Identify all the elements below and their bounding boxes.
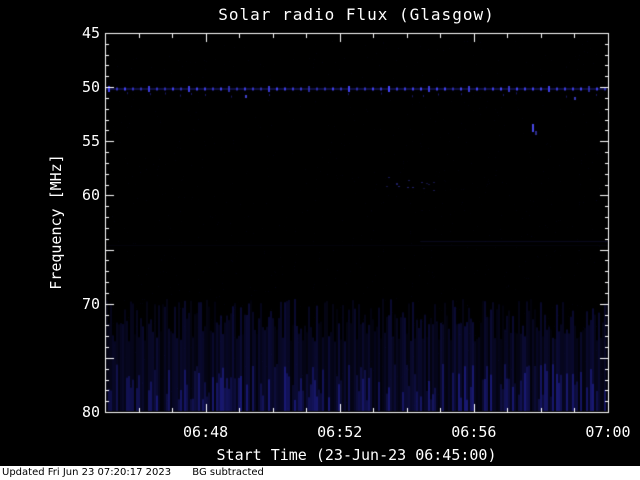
bg-subtracted-note: BG subtracted [192, 467, 264, 478]
x-axis-label: Start Time (23-Jun-23 06:45:00) [216, 446, 497, 464]
spectrogram-canvas [0, 0, 640, 466]
status-bar: Updated Fri Jun 23 07:20:17 2023 BG subt… [0, 466, 640, 480]
y-axis-label: Frequency [MHz] [47, 154, 65, 290]
y-tick-label: 55 [81, 132, 100, 151]
y-tick-label: 45 [81, 24, 100, 42]
x-tick-label: 07:00 [585, 423, 631, 441]
y-tick-label: 80 [81, 403, 100, 421]
x-tick-label: 06:56 [451, 423, 497, 441]
y-tick-label: 70 [81, 294, 100, 313]
chart-title: Solar radio Flux (Glasgow) [218, 5, 495, 24]
updated-timestamp: Updated Fri Jun 23 07:20:17 2023 [2, 467, 172, 478]
x-tick-label: 06:48 [183, 423, 229, 441]
y-tick-label: 50 [81, 78, 100, 97]
y-tick-label: 60 [81, 186, 100, 205]
x-tick-label: 06:52 [317, 423, 363, 441]
